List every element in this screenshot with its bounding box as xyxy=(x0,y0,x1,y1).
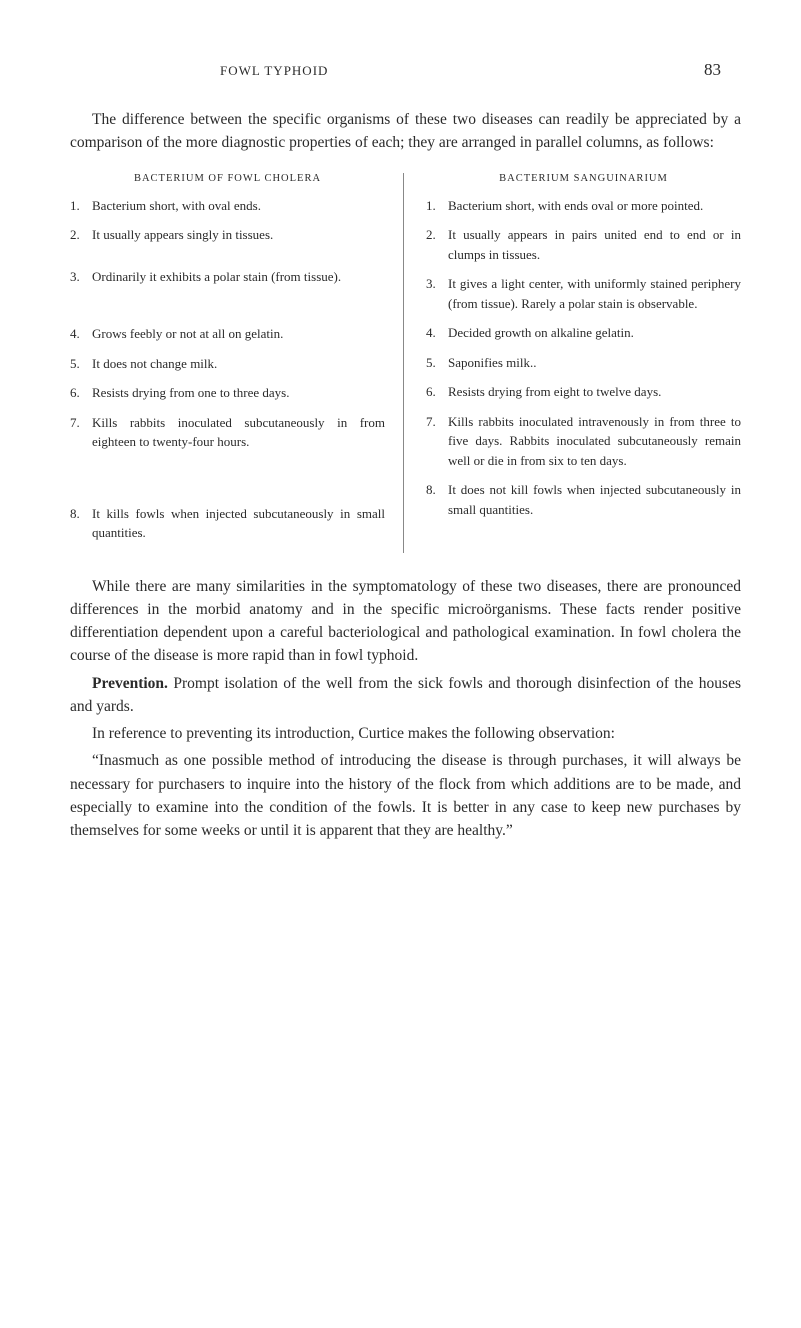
item-number: 4. xyxy=(426,323,448,343)
item-text: Resists drying from one to three days. xyxy=(92,383,385,403)
item-text: It does not kill fowls when injected sub… xyxy=(448,480,741,519)
item-number: 3. xyxy=(426,274,448,313)
running-head: FOWL TYPHOID xyxy=(220,63,328,79)
list-item: 7. Kills rabbits inoculated intravenousl… xyxy=(426,412,741,471)
item-number: 1. xyxy=(70,196,92,216)
prevention-paragraph: Prevention. Prompt isolation of the well… xyxy=(70,672,741,719)
item-text: It usually appears in pairs united end t… xyxy=(448,225,741,264)
body-paragraph-3: In reference to preventing its introduct… xyxy=(70,722,741,745)
list-item: 4. Grows feebly or not at all on gelatin… xyxy=(70,324,385,344)
prevention-label: Prevention. xyxy=(92,675,168,692)
item-number: 3. xyxy=(70,267,92,287)
item-number: 1. xyxy=(426,196,448,216)
item-text: It does not change milk. xyxy=(92,354,385,374)
item-text: Decided growth on alkaline gelatin. xyxy=(448,323,741,343)
list-item: 2. It usually appears in pairs united en… xyxy=(426,225,741,264)
page-header: FOWL TYPHOID 83 xyxy=(70,60,741,80)
item-text: Kills rabbits inoculated intravenously i… xyxy=(448,412,741,471)
list-item: 8. It does not kill fowls when injected … xyxy=(426,480,741,519)
left-heading: BACTERIUM OF FOWL CHOLERA xyxy=(70,173,385,184)
item-number: 4. xyxy=(70,324,92,344)
item-text: Bacterium short, with ends oval or more … xyxy=(448,196,741,216)
item-number: 2. xyxy=(426,225,448,264)
page-number: 83 xyxy=(704,60,721,80)
item-text: Saponifies milk.. xyxy=(448,353,741,373)
item-number: 6. xyxy=(426,382,448,402)
item-text: It kills fowls when injected subcutaneou… xyxy=(92,504,385,543)
quote-paragraph: “Inasmuch as one possible method of intr… xyxy=(70,749,741,842)
item-text: Bacterium short, with oval ends. xyxy=(92,196,385,216)
list-item: 6. Resists drying from one to three days… xyxy=(70,383,385,403)
item-number: 7. xyxy=(70,413,92,452)
item-text: Resists drying from eight to twelve days… xyxy=(448,382,741,402)
item-text: It usually appears singly in tissues. xyxy=(92,225,385,245)
item-text: Ordinarily it exhibits a polar stain (fr… xyxy=(92,267,385,287)
column-right: BACTERIUM SANGUINARIUM 1. Bacterium shor… xyxy=(424,173,741,553)
item-number: 7. xyxy=(426,412,448,471)
item-number: 6. xyxy=(70,383,92,403)
list-item: 2. It usually appears singly in tissues. xyxy=(70,225,385,245)
list-item: 8. It kills fowls when injected subcutan… xyxy=(70,504,385,543)
item-text: Kills rabbits inoculated subcutaneously … xyxy=(92,413,385,452)
body-paragraph-1: While there are many similarities in the… xyxy=(70,575,741,668)
list-item: 5. Saponifies milk.. xyxy=(426,353,741,373)
list-item: 4. Decided growth on alkaline gelatin. xyxy=(426,323,741,343)
item-number: 8. xyxy=(70,504,92,543)
item-number: 2. xyxy=(70,225,92,245)
list-item: 6. Resists drying from eight to twelve d… xyxy=(426,382,741,402)
list-item: 3. Ordinarily it exhibits a polar stain … xyxy=(70,267,385,287)
list-item: 3. It gives a light center, with uniform… xyxy=(426,274,741,313)
list-item: 1. Bacterium short, with oval ends. xyxy=(70,196,385,216)
column-left: BACTERIUM OF FOWL CHOLERA 1. Bacterium s… xyxy=(70,173,404,553)
item-number: 5. xyxy=(426,353,448,373)
right-heading: BACTERIUM SANGUINARIUM xyxy=(426,173,741,184)
item-number: 5. xyxy=(70,354,92,374)
item-text: It gives a light center, with uniformly … xyxy=(448,274,741,313)
list-item: 1. Bacterium short, with ends oval or mo… xyxy=(426,196,741,216)
comparison-table: BACTERIUM OF FOWL CHOLERA 1. Bacterium s… xyxy=(70,173,741,553)
list-item: 5. It does not change milk. xyxy=(70,354,385,374)
intro-text: The difference between the specific orga… xyxy=(70,108,741,155)
list-item: 7. Kills rabbits inoculated subcutaneous… xyxy=(70,413,385,452)
item-text: Grows feebly or not at all on gelatin. xyxy=(92,324,385,344)
prevention-text: Prompt isolation of the well from the si… xyxy=(70,675,741,715)
item-number: 8. xyxy=(426,480,448,519)
intro-paragraph: The difference between the specific orga… xyxy=(70,108,741,155)
